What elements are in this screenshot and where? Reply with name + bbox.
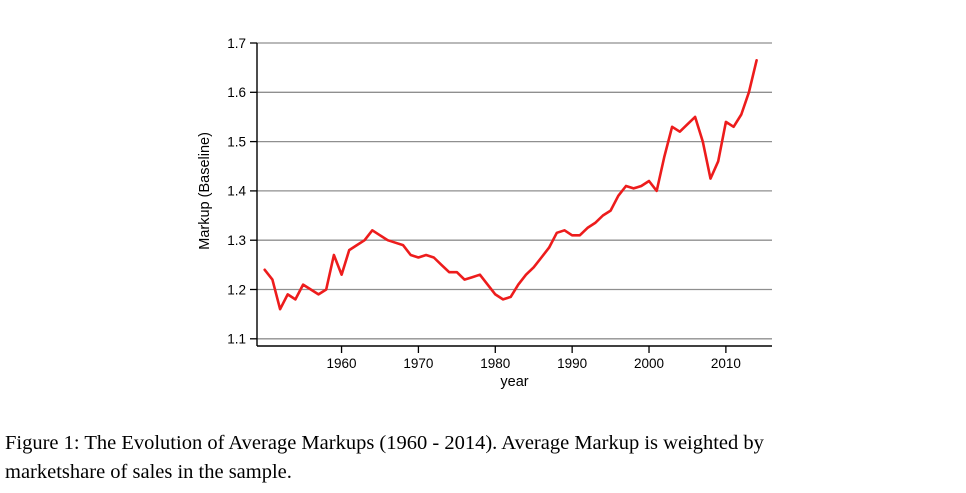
y-tick-label: 1.4 [227,184,246,199]
caption-line-2: marketshare of sales in the sample. [5,461,292,483]
y-tick-label: 1.5 [227,134,246,149]
x-tick-label: 1970 [403,356,433,371]
x-tick-label: 2000 [634,356,664,371]
x-axis-title: year [500,374,528,390]
figure-caption: Figure 1: The Evolution of Average Marku… [5,429,961,487]
y-tick-label: 1.2 [227,282,246,297]
y-axis-title: Markup (Baseline) [197,132,213,250]
caption-line-1: Figure 1: The Evolution of Average Marku… [5,432,764,454]
y-tick-label: 1.1 [227,332,246,347]
markup-series-line [263,58,758,311]
y-tick-label: 1.7 [227,36,246,51]
y-tick-label: 1.6 [227,85,246,100]
y-tick-label: 1.3 [227,233,246,248]
x-tick-label: 1990 [557,356,587,371]
x-tick-label: 1960 [327,356,357,371]
x-tick-label: 1980 [480,356,510,371]
chart-svg: 1.1 1.2 1.3 1.4 1.5 1.6 1.7 1960 1970 1980 1990 200… [197,36,772,390]
markup-chart: 1.1 1.2 1.3 1.4 1.5 1.6 1.7 1960 1970 1980 1990 200… [190,10,790,390]
x-tick-label: 2010 [711,356,741,371]
